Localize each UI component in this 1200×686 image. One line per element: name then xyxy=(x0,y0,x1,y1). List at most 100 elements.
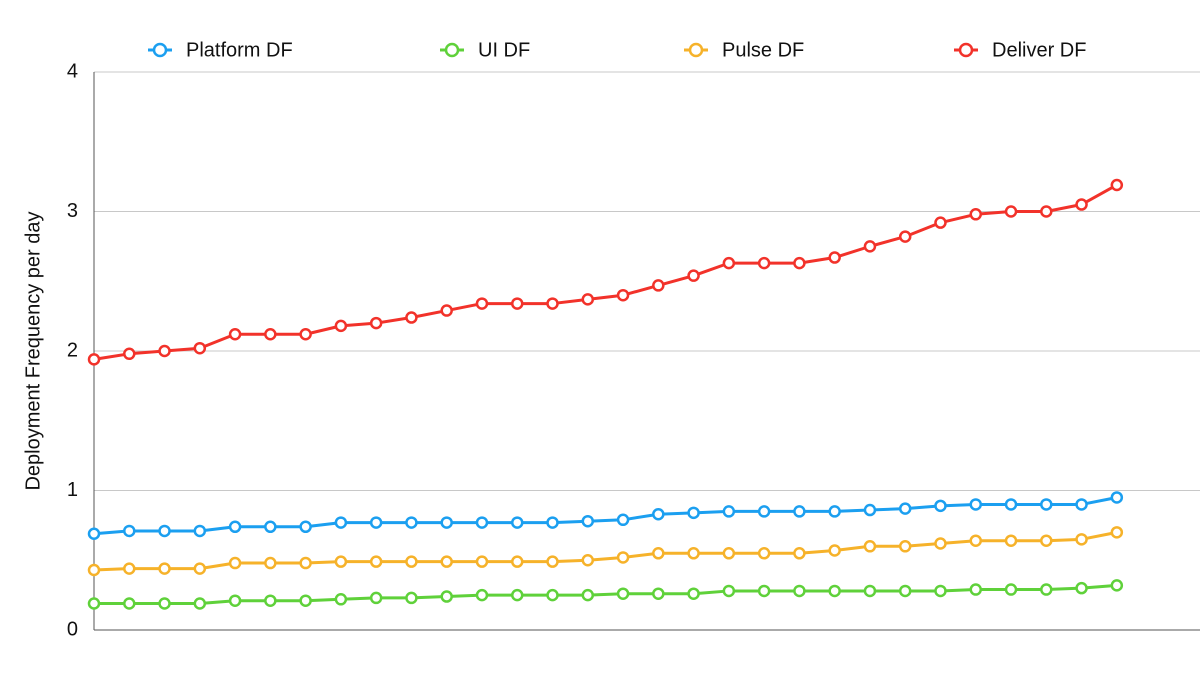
data-point xyxy=(440,516,453,529)
data-point xyxy=(87,353,101,366)
data-point xyxy=(440,590,453,603)
data-point xyxy=(405,516,418,529)
data-point xyxy=(264,594,277,607)
legend-label: Deliver DF xyxy=(992,39,1086,61)
data-point xyxy=(828,544,841,557)
data-point xyxy=(87,563,101,577)
data-point xyxy=(1075,498,1088,511)
data-point xyxy=(546,588,559,602)
data-point xyxy=(863,503,877,517)
data-point xyxy=(793,584,806,598)
data-point xyxy=(440,304,453,317)
data-point xyxy=(405,591,418,605)
data-point xyxy=(934,537,947,550)
data-point xyxy=(616,587,630,600)
data-point xyxy=(369,555,383,568)
data-point xyxy=(1004,534,1018,547)
data-point xyxy=(863,540,877,553)
data-point xyxy=(687,587,700,600)
data-point xyxy=(1075,533,1088,546)
data-point xyxy=(934,499,947,513)
legend-label: UI DF xyxy=(478,39,530,61)
data-point xyxy=(757,584,771,598)
data-point xyxy=(264,556,277,570)
data-point xyxy=(1110,579,1124,592)
data-point xyxy=(334,555,348,568)
legend-marker xyxy=(958,42,974,58)
data-point xyxy=(334,516,348,529)
data-point xyxy=(863,584,877,598)
data-point xyxy=(828,505,841,518)
data-point xyxy=(369,316,383,330)
data-point xyxy=(652,547,665,560)
series-line xyxy=(94,583,1117,605)
data-point xyxy=(299,520,312,534)
data-point xyxy=(652,507,665,521)
data-point xyxy=(1004,498,1018,511)
data-point xyxy=(828,251,841,264)
data-point xyxy=(1040,583,1053,596)
y-tick-label: 3 xyxy=(67,200,78,222)
data-point xyxy=(193,524,207,538)
data-point xyxy=(405,555,418,568)
data-point xyxy=(687,547,700,560)
data-point xyxy=(405,311,418,324)
data-point xyxy=(228,520,242,534)
series-line xyxy=(93,530,1118,572)
data-point xyxy=(757,505,771,518)
data-point xyxy=(475,588,489,602)
data-point xyxy=(722,584,736,598)
data-point xyxy=(793,547,806,560)
data-point xyxy=(898,230,912,243)
data-point xyxy=(969,498,982,511)
y-tick-label: 0 xyxy=(67,618,78,640)
data-point xyxy=(510,297,524,310)
data-point xyxy=(581,514,595,528)
data-point xyxy=(123,347,136,361)
y-axis-label: Deployment Frequency per day xyxy=(22,211,44,490)
data-point xyxy=(722,256,736,270)
data-point xyxy=(722,505,736,518)
data-point xyxy=(1110,491,1124,504)
data-point xyxy=(158,597,171,610)
data-point xyxy=(440,555,453,568)
data-point xyxy=(616,551,630,564)
data-point xyxy=(369,516,383,529)
legend-label: Pulse DF xyxy=(722,39,804,61)
y-tick-label: 4 xyxy=(67,60,78,82)
data-point xyxy=(369,591,383,605)
data-point xyxy=(581,293,595,306)
data-point xyxy=(299,594,312,607)
data-point xyxy=(228,594,242,607)
data-point xyxy=(334,319,348,333)
data-point xyxy=(123,524,136,538)
y-tick-label: 1 xyxy=(67,479,78,501)
data-point xyxy=(546,297,559,310)
data-point xyxy=(228,328,242,341)
data-point xyxy=(934,216,947,229)
data-point xyxy=(722,547,736,560)
data-point xyxy=(1040,498,1053,511)
data-point xyxy=(158,562,171,575)
data-point xyxy=(687,506,700,520)
data-point xyxy=(1110,526,1124,539)
data-point xyxy=(264,520,277,534)
data-point xyxy=(969,583,982,596)
data-point xyxy=(475,555,489,568)
data-point xyxy=(793,505,806,518)
data-point xyxy=(581,588,595,602)
data-point xyxy=(898,502,912,515)
data-point xyxy=(757,256,771,270)
data-point xyxy=(510,588,524,602)
data-point xyxy=(1004,583,1018,596)
data-point xyxy=(193,562,207,575)
data-point xyxy=(87,527,101,540)
data-point xyxy=(1040,534,1053,547)
data-point xyxy=(793,256,806,270)
data-point xyxy=(898,540,912,553)
data-point xyxy=(898,584,912,598)
data-point xyxy=(123,562,136,575)
data-point xyxy=(969,208,982,221)
y-tick-label: 2 xyxy=(67,339,78,361)
